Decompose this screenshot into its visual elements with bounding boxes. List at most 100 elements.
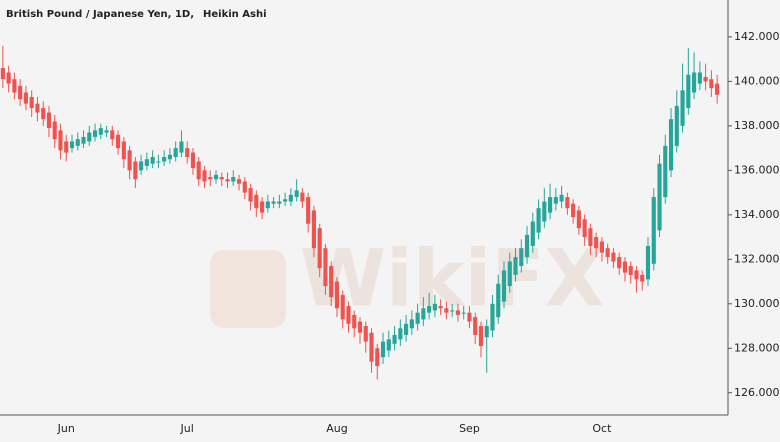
candle-body [409,319,414,329]
candle-body [352,314,357,329]
candle-body [553,197,558,204]
candle-body [219,177,224,180]
candle-body [519,248,524,266]
candle-body [104,130,109,133]
candle-body [231,177,236,182]
candle-body [288,194,293,202]
candle-body [380,341,386,358]
candle-body [18,85,23,100]
candle-body [715,83,720,95]
candle-body [283,199,288,202]
candle-body [588,228,593,246]
y-tick-label: 130.000 [734,297,780,310]
candle-body [334,281,340,309]
x-tick-label: Jul [180,422,194,435]
candle-body [357,321,363,333]
x-tick-label: Jun [57,422,75,435]
candle-body [478,326,484,347]
y-tick-label: 126.000 [734,386,780,399]
candle-body [611,252,616,262]
candle-body [628,265,633,275]
y-tick-label: 138.000 [734,119,780,132]
candle-body [127,150,132,171]
candle-body [92,130,98,137]
y-tick-label: 140.000 [734,74,780,87]
y-tick-label: 128.000 [734,341,780,354]
candle-body [663,145,668,198]
candle-body [190,152,196,169]
y-tick-label: 142.000 [734,30,780,43]
candle-body [236,179,242,184]
candle-body [340,294,345,320]
candle-body [260,201,265,213]
candle-body [144,159,149,166]
candle-body [427,306,432,313]
candle-body [507,261,512,287]
x-tick-label: Aug [326,422,347,435]
candle-body [167,154,172,160]
candle-body [69,141,75,149]
candle-body [173,148,178,158]
x-tick-label: Sep [459,422,480,435]
candle-body [501,270,507,302]
candle-body [213,174,219,180]
candle-body [415,312,420,324]
candle-body [139,161,144,171]
candle-body [455,310,460,315]
candle-body [392,334,397,344]
candle-body [265,201,270,209]
candle-body [311,210,316,249]
chart-subtitle: Heikin Ashi [203,9,267,20]
candle-body [404,323,409,335]
watermark-logo [210,250,286,328]
candle-body [484,326,489,338]
candle-body [444,308,449,313]
candle-body [432,303,437,311]
candle-body [208,177,213,180]
candle-body [87,132,92,142]
candle-body [703,76,708,82]
candle-body [58,130,63,151]
candle-body [196,161,201,180]
candle-body [23,92,28,104]
candle-body [329,265,334,298]
candle-body [674,105,679,146]
candle-body [548,197,553,213]
candle-body [559,194,564,202]
candle-body [605,248,610,258]
candle-body [254,194,259,209]
candle-body [513,257,518,275]
candle-body [81,136,86,144]
candle-body [386,339,391,351]
chart-title: British Pound / Japanese Yen, 1D, [6,9,194,20]
candle-body [634,270,639,280]
candle-body [496,283,501,318]
candle-body [582,219,587,238]
candle-body [121,141,126,160]
candle-body [0,68,5,80]
candle-body [369,332,374,362]
candle-body [41,108,46,120]
candle-body [438,306,443,309]
candle-body [150,157,155,164]
candle-body [185,148,190,158]
candle-body [421,308,426,320]
candle-body [242,181,247,193]
candle-body [692,72,697,93]
candle-body [46,112,52,129]
x-tick-label: Oct [592,422,612,435]
candle-body [363,326,368,342]
y-tick-label: 134.000 [734,208,780,221]
candle-body [116,134,121,149]
candle-body [277,201,282,204]
candle-body [133,161,138,180]
candle-body [248,188,253,202]
candle-body [450,310,455,312]
candle-body [29,96,34,109]
candle-body [473,317,478,335]
candle-body [576,210,581,229]
candle-body [75,139,80,146]
plot [0,45,720,380]
